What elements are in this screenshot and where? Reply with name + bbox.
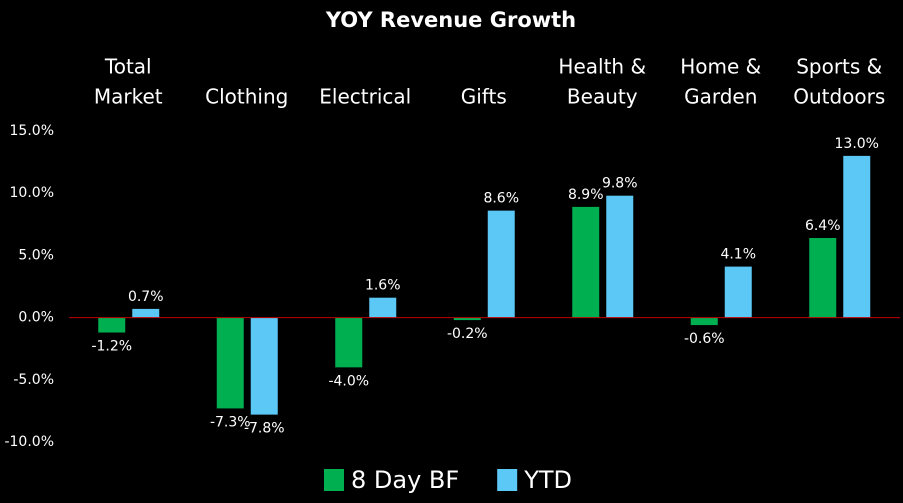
value-label: -7.3% <box>210 414 251 430</box>
x-tick-label: Beauty <box>567 85 638 109</box>
y-tick-label: 15.0% <box>10 123 54 139</box>
bar <box>724 266 752 318</box>
bar <box>606 195 634 318</box>
legend-swatch <box>324 469 344 491</box>
value-label: 13.0% <box>835 136 879 152</box>
x-tick-label: Outdoors <box>793 85 885 109</box>
value-label: 9.8% <box>602 176 638 192</box>
legend-label: YTD <box>523 466 572 494</box>
bar <box>572 206 600 318</box>
value-label: -7.8% <box>244 421 285 437</box>
y-tick-label: -5.0% <box>13 372 54 388</box>
x-tick-label: Total <box>104 55 152 79</box>
bar <box>809 237 837 318</box>
bar <box>132 308 160 318</box>
y-tick-label: 0.0% <box>18 310 54 326</box>
value-label: 4.1% <box>720 247 756 263</box>
value-label: -0.6% <box>684 331 725 347</box>
value-label: 1.6% <box>365 278 401 294</box>
y-tick-label: -10.0% <box>4 434 54 450</box>
legend-label: 8 Day BF <box>351 466 459 494</box>
value-label: 0.7% <box>128 289 164 305</box>
chart-title: YOY Revenue Growth <box>325 8 576 32</box>
value-label: -0.2% <box>447 326 488 342</box>
x-tick-label: Health & <box>558 55 646 79</box>
x-tick-label: Sports & <box>796 55 882 79</box>
bar <box>216 317 244 409</box>
legend-swatch <box>497 469 518 491</box>
bar <box>690 317 718 326</box>
x-tick-label: Market <box>94 85 163 109</box>
bar <box>250 317 278 415</box>
x-tick-label: Home & <box>680 55 761 79</box>
bar <box>98 317 126 333</box>
value-label: 8.9% <box>568 187 604 203</box>
bar <box>487 210 515 318</box>
bar <box>335 317 363 368</box>
value-label: -1.2% <box>91 339 132 355</box>
y-tick-label: 10.0% <box>10 185 54 201</box>
value-label: 8.6% <box>483 191 519 207</box>
x-tick-label: Garden <box>684 85 757 109</box>
x-tick-label: Clothing <box>205 85 288 109</box>
x-tick-label: Electrical <box>319 85 411 109</box>
bar <box>453 317 481 321</box>
x-tick-label: Gifts <box>461 85 507 109</box>
value-label: 6.4% <box>805 218 841 234</box>
y-tick-label: 5.0% <box>18 247 54 263</box>
value-label: -4.0% <box>328 373 369 389</box>
bar <box>843 155 871 318</box>
bar <box>369 297 397 318</box>
